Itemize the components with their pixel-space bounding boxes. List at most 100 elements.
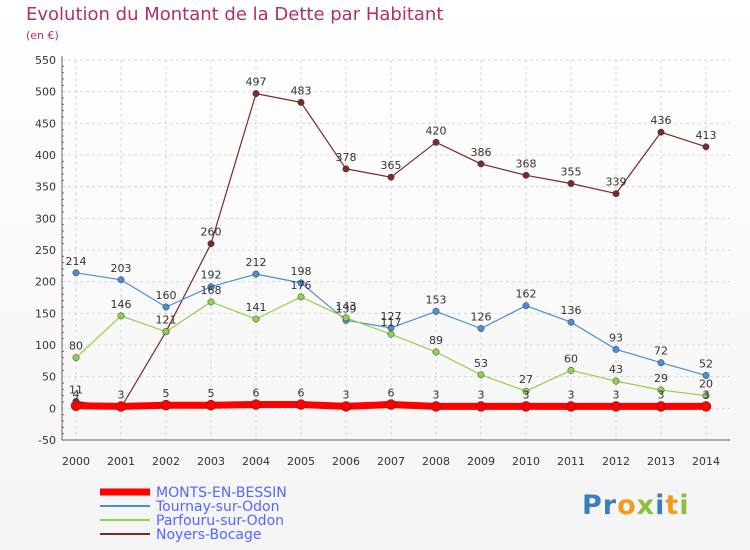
data-point-noyers-bocage <box>432 138 440 146</box>
data-label-tournay-sur-odon: 192 <box>201 269 222 282</box>
data-point-monts-en-bessin <box>700 401 712 412</box>
x-tick-label: 2001 <box>107 455 135 468</box>
data-label-noyers-bocage: 497 <box>246 76 267 89</box>
x-tick-label: 2007 <box>377 455 405 468</box>
data-label-tournay-sur-odon: 214 <box>66 255 87 268</box>
data-label-parfouru-sur-odon: 176 <box>291 279 312 292</box>
data-label-tournay-sur-odon: 153 <box>426 293 447 306</box>
data-point-noyers-bocage <box>387 173 395 181</box>
data-label-monts-en-bessin: 3 <box>343 388 350 401</box>
data-label-tournay-sur-odon: 160 <box>156 289 177 302</box>
data-label-parfouru-sur-odon: 53 <box>474 357 488 370</box>
data-label-parfouru-sur-odon: 80 <box>69 340 83 353</box>
data-point-monts-en-bessin <box>115 401 127 412</box>
data-point-monts-en-bessin <box>340 401 352 412</box>
data-label-monts-en-bessin: 3 <box>568 388 575 401</box>
data-label-noyers-bocage: 386 <box>471 146 492 159</box>
legend-label: Noyers-Bocage <box>156 527 262 543</box>
data-point-noyers-bocage <box>252 90 260 98</box>
data-point-parfouru-sur-odon <box>72 354 80 362</box>
chart-title: Evolution du Montant de la Dette par Hab… <box>26 4 444 25</box>
y-tick-label: 550 <box>35 54 56 67</box>
data-label-monts-en-bessin: 3 <box>658 388 665 401</box>
x-tick-label: 2011 <box>557 455 585 468</box>
data-label-monts-en-bessin: 3 <box>523 388 530 401</box>
x-tick-label: 2003 <box>197 455 225 468</box>
y-tick-label: 450 <box>35 117 56 130</box>
data-point-noyers-bocage <box>477 160 485 168</box>
data-point-tournay-sur-odon <box>117 276 125 284</box>
y-tick-label: 500 <box>35 86 56 99</box>
y-tick-label: 50 <box>42 371 56 384</box>
data-label-parfouru-sur-odon: 89 <box>429 334 443 347</box>
proxiti-logo: Proxiti <box>582 490 690 521</box>
data-point-parfouru-sur-odon <box>117 312 125 320</box>
y-tick-label: 150 <box>35 307 56 320</box>
x-tick-label: 2006 <box>332 455 360 468</box>
data-label-tournay-sur-odon: 203 <box>111 262 132 275</box>
y-tick-label: -50 <box>38 434 56 447</box>
x-tick-label: 2013 <box>647 455 675 468</box>
data-point-monts-en-bessin <box>655 401 667 412</box>
data-label-parfouru-sur-odon: 168 <box>201 284 222 297</box>
legend-label: Tournay-sur-Odon <box>155 499 279 515</box>
x-tick-label: 2004 <box>242 455 270 468</box>
data-point-parfouru-sur-odon <box>702 392 710 400</box>
data-point-tournay-sur-odon <box>162 303 170 311</box>
data-point-parfouru-sur-odon <box>432 348 440 356</box>
data-label-noyers-bocage: 378 <box>336 151 357 164</box>
data-label-monts-en-bessin: 6 <box>388 387 395 400</box>
data-point-tournay-sur-odon <box>432 307 440 315</box>
data-label-monts-en-bessin: 3 <box>613 388 620 401</box>
data-point-monts-en-bessin <box>385 399 397 410</box>
data-point-tournay-sur-odon <box>477 325 485 332</box>
data-label-monts-en-bessin: 3 <box>433 388 440 401</box>
data-point-parfouru-sur-odon <box>522 387 530 395</box>
data-point-parfouru-sur-odon <box>477 371 485 379</box>
data-label-monts-en-bessin: 3 <box>703 388 710 401</box>
data-label-tournay-sur-odon: 212 <box>246 256 267 269</box>
data-point-monts-en-bessin <box>70 400 82 412</box>
data-label-monts-en-bessin: 4 <box>73 388 80 401</box>
data-label-parfouru-sur-odon: 29 <box>654 372 668 385</box>
data-point-tournay-sur-odon <box>207 283 215 291</box>
data-label-monts-en-bessin: 5 <box>208 387 215 400</box>
data-label-noyers-bocage: 260 <box>201 226 222 239</box>
y-tick-label: 350 <box>35 181 56 194</box>
data-point-noyers-bocage <box>657 128 665 136</box>
data-point-noyers-bocage <box>522 171 530 179</box>
data-point-monts-en-bessin <box>475 401 487 412</box>
data-label-tournay-sur-odon: 136 <box>561 304 582 317</box>
data-point-noyers-bocage <box>342 165 350 173</box>
data-label-monts-en-bessin: 3 <box>118 388 125 401</box>
x-tick-label: 2010 <box>512 455 540 468</box>
y-tick-label: 0 <box>49 402 56 415</box>
chart-subtitle: (en €) <box>26 29 59 42</box>
data-label-parfouru-sur-odon: 43 <box>609 363 623 376</box>
data-point-parfouru-sur-odon <box>162 328 170 336</box>
data-point-tournay-sur-odon <box>297 279 305 287</box>
data-point-tournay-sur-odon <box>72 269 80 277</box>
y-tick-label: 250 <box>35 244 56 257</box>
data-label-parfouru-sur-odon: 141 <box>246 301 267 314</box>
data-point-tournay-sur-odon <box>252 270 260 278</box>
y-tick-label: 300 <box>35 212 56 225</box>
data-point-parfouru-sur-odon <box>567 366 575 374</box>
data-label-tournay-sur-odon: 139 <box>336 302 357 315</box>
data-point-parfouru-sur-odon <box>657 386 665 394</box>
data-point-monts-en-bessin <box>160 399 172 411</box>
data-label-tournay-sur-odon: 126 <box>471 311 492 324</box>
data-label-noyers-bocage: 368 <box>516 157 537 170</box>
y-tick-label: 100 <box>35 339 56 352</box>
x-tick-label: 2000 <box>62 455 90 468</box>
data-point-monts-en-bessin <box>520 401 532 412</box>
x-tick-label: 2002 <box>152 455 180 468</box>
data-label-parfouru-sur-odon: 60 <box>564 352 578 365</box>
data-label-parfouru-sur-odon: 117 <box>381 316 402 329</box>
data-point-tournay-sur-odon <box>567 318 575 326</box>
data-point-parfouru-sur-odon <box>342 314 350 322</box>
data-point-noyers-bocage <box>702 143 710 151</box>
data-label-noyers-bocage: 413 <box>696 129 717 142</box>
